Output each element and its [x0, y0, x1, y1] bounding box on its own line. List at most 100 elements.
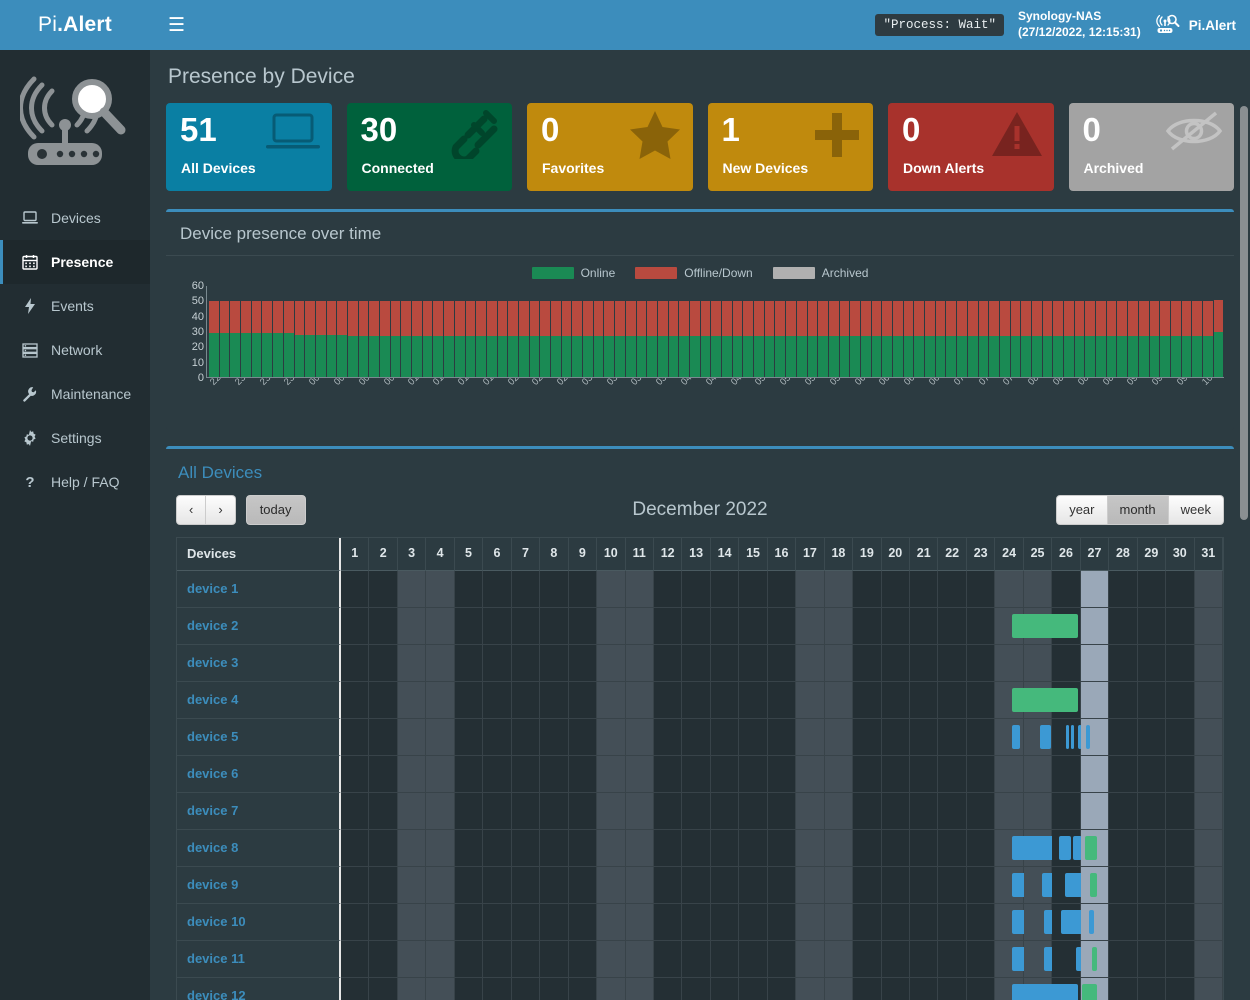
- calendar-cell[interactable]: [625, 718, 654, 756]
- calendar-device-label[interactable]: device 6: [177, 755, 341, 793]
- chart-bar[interactable]: [1106, 286, 1117, 377]
- chart-bar[interactable]: [476, 286, 486, 377]
- chart-bar[interactable]: [390, 286, 401, 377]
- calendar-cell[interactable]: [1194, 940, 1223, 978]
- calendar-cell[interactable]: [995, 792, 1024, 830]
- chart-bar[interactable]: [903, 286, 914, 377]
- chart-bar[interactable]: [294, 286, 305, 377]
- calendar-cell[interactable]: [853, 792, 882, 830]
- chart-bar[interactable]: [508, 286, 518, 377]
- calendar-cell[interactable]: [1052, 903, 1086, 941]
- calendar-device-label[interactable]: device 11: [177, 940, 341, 978]
- calendar-cell[interactable]: [653, 792, 683, 830]
- calendar-cell[interactable]: [824, 644, 854, 682]
- calendar-cell[interactable]: [454, 570, 484, 608]
- calendar-cell[interactable]: [625, 755, 654, 793]
- calendar-cell[interactable]: [796, 903, 825, 941]
- calendar-cell[interactable]: [1109, 940, 1138, 978]
- chart-bar[interactable]: [444, 286, 454, 377]
- calendar-cell[interactable]: [824, 718, 854, 756]
- calendar-cell[interactable]: [1166, 607, 1195, 645]
- calendar-cell[interactable]: [1137, 866, 1167, 904]
- calendar-cell[interactable]: [682, 792, 711, 830]
- calendar-cell[interactable]: [1194, 866, 1223, 904]
- calendar-cell[interactable]: [1137, 681, 1167, 719]
- calendar-cell[interactable]: [995, 755, 1024, 793]
- calendar-cell[interactable]: [454, 792, 484, 830]
- calendar-cell[interactable]: [1052, 829, 1083, 867]
- calendar-cell[interactable]: [995, 903, 1043, 941]
- calendar-cell[interactable]: [369, 681, 398, 719]
- calendar-cell[interactable]: [1109, 903, 1138, 941]
- calendar-cell[interactable]: [341, 570, 370, 608]
- calendar-cell[interactable]: [995, 866, 1040, 904]
- calendar-cell[interactable]: [397, 940, 427, 978]
- calendar-cell[interactable]: [853, 570, 882, 608]
- calendar-cell[interactable]: [853, 607, 882, 645]
- legend-item[interactable]: Offline/Down: [635, 266, 753, 280]
- calendar-cell[interactable]: [540, 718, 569, 756]
- calendar-cell[interactable]: [739, 977, 768, 1000]
- calendar-cell[interactable]: [1109, 792, 1138, 830]
- calendar-cell[interactable]: [397, 977, 427, 1000]
- view-year-button[interactable]: year: [1056, 495, 1108, 525]
- calendar-cell[interactable]: [881, 607, 911, 645]
- calendar-day-header[interactable]: 22: [938, 537, 967, 571]
- calendar-cell[interactable]: [625, 570, 654, 608]
- calendar-device-label[interactable]: device 1: [177, 570, 341, 608]
- calendar-event-bar[interactable]: [1084, 835, 1098, 860]
- calendar-cell[interactable]: [995, 977, 1078, 1000]
- calendar-cell[interactable]: [966, 866, 996, 904]
- calendar-cell[interactable]: [483, 681, 512, 719]
- calendar-cell[interactable]: [540, 755, 569, 793]
- calendar-cell[interactable]: [910, 718, 939, 756]
- calendar-cell[interactable]: [910, 940, 939, 978]
- calendar-cell[interactable]: [511, 940, 541, 978]
- calendar-cell[interactable]: [938, 755, 967, 793]
- calendar-cell[interactable]: [1137, 903, 1167, 941]
- chart-bar[interactable]: [518, 286, 529, 377]
- calendar-day-header[interactable]: 21: [910, 537, 939, 571]
- calendar-cell[interactable]: [1166, 792, 1195, 830]
- calendar-event-bar[interactable]: [1011, 687, 1078, 712]
- calendar-cell[interactable]: [454, 755, 484, 793]
- calendar-cell[interactable]: [1137, 829, 1167, 867]
- calendar-cell[interactable]: [881, 903, 911, 941]
- calendar-cell[interactable]: [568, 866, 598, 904]
- calendar-cell[interactable]: [369, 755, 398, 793]
- calendar-cell[interactable]: [483, 644, 512, 682]
- calendar-cell[interactable]: [369, 866, 398, 904]
- chart-bar[interactable]: [722, 286, 732, 377]
- calendar-cell[interactable]: [1194, 644, 1223, 682]
- chart-bar[interactable]: [251, 286, 262, 377]
- chart-bar[interactable]: [1128, 286, 1138, 377]
- calendar-cell[interactable]: [710, 792, 740, 830]
- calendar-cell[interactable]: [341, 903, 370, 941]
- calendar-day-header[interactable]: 11: [625, 537, 654, 571]
- calendar-cell[interactable]: [767, 607, 797, 645]
- chart-bar[interactable]: [529, 286, 540, 377]
- calendar-cell[interactable]: [739, 903, 768, 941]
- calendar-cell[interactable]: [397, 718, 427, 756]
- calendar-cell[interactable]: [767, 792, 797, 830]
- calendar-day-header[interactable]: 9: [568, 537, 598, 571]
- calendar-cell[interactable]: [483, 903, 512, 941]
- calendar-cell[interactable]: [767, 940, 797, 978]
- calendar-cell[interactable]: [881, 644, 911, 682]
- chart-bar[interactable]: [1064, 286, 1074, 377]
- calendar-cell[interactable]: [796, 718, 825, 756]
- view-week-button[interactable]: week: [1168, 495, 1224, 525]
- calendar-cell[interactable]: [1023, 903, 1057, 941]
- calendar-cell[interactable]: [1194, 570, 1223, 608]
- chart-bar[interactable]: [807, 286, 818, 377]
- calendar-cell[interactable]: [341, 607, 370, 645]
- calendar-cell[interactable]: [341, 755, 370, 793]
- calendar-cell[interactable]: [1194, 718, 1223, 756]
- chart-bar[interactable]: [1085, 286, 1096, 377]
- calendar-device-label[interactable]: device 10: [177, 903, 341, 941]
- chart-bar[interactable]: [401, 286, 412, 377]
- calendar-cell[interactable]: [682, 607, 711, 645]
- calendar-cell[interactable]: [369, 903, 398, 941]
- sidebar-item-settings[interactable]: Settings: [0, 416, 150, 460]
- chart-bar[interactable]: [668, 286, 679, 377]
